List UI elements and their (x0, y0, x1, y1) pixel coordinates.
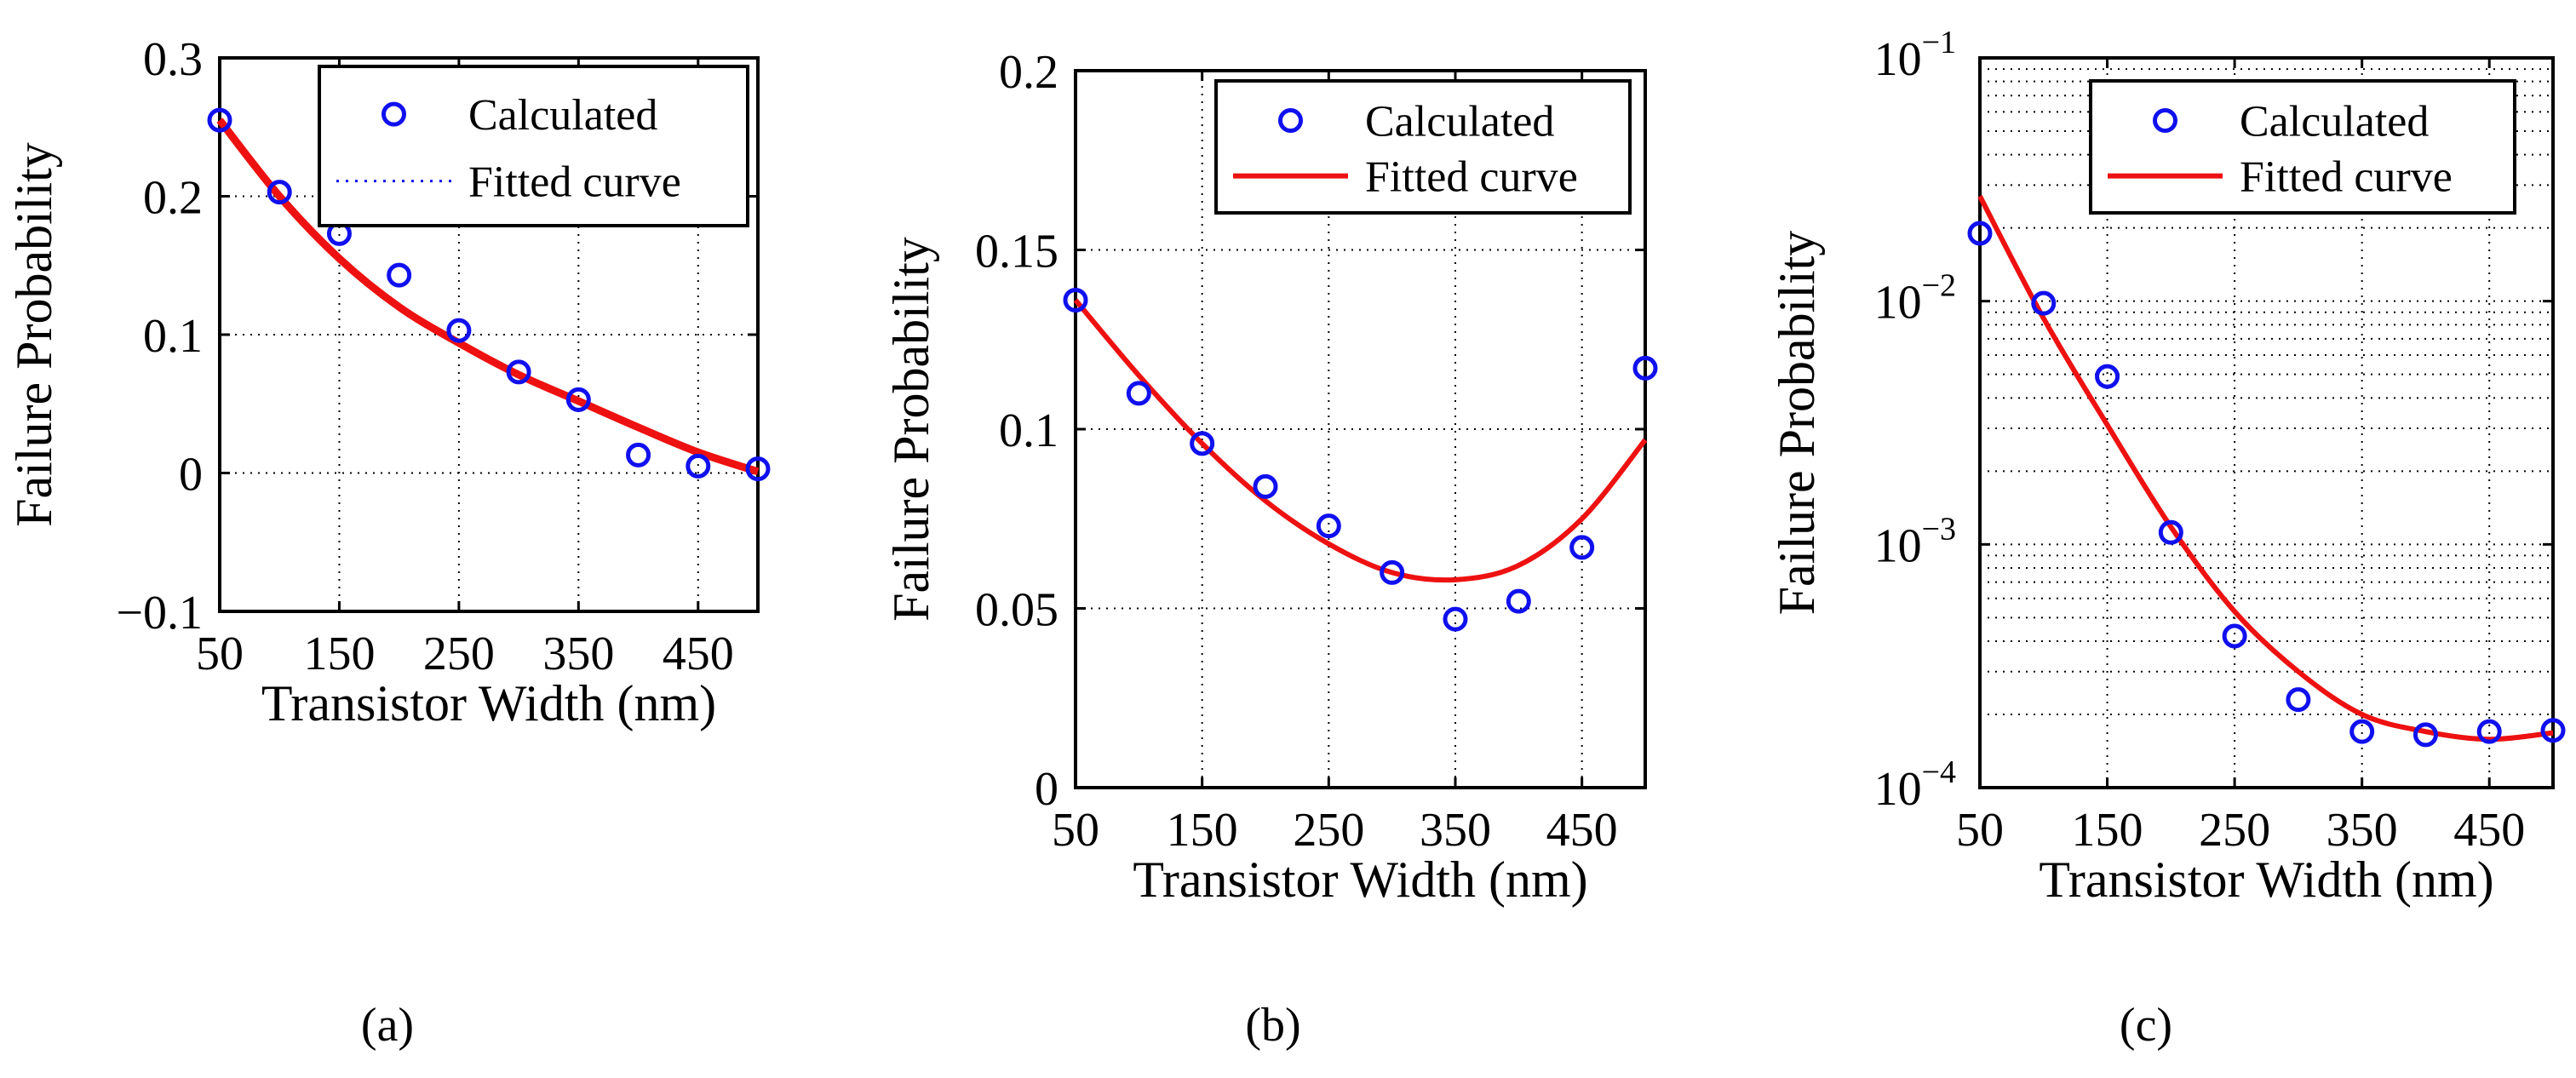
calculated-point (1569, 535, 1595, 560)
calculated-point (207, 107, 232, 133)
calculated-point (1063, 287, 1088, 313)
calculated-point (745, 456, 771, 482)
chart-panel-3: 50 150 250 350 450 10−4 10−3 10−2 10−1 Transistor… (1769, 25, 2566, 1052)
y-tick-label: 0 (179, 449, 203, 502)
y-axis-label: Failure Probability (1769, 231, 1825, 616)
calculated-point (267, 180, 292, 205)
y-axis-label: Failure Probability (6, 142, 62, 527)
calculated-point (1967, 221, 1993, 246)
calculated-point (2412, 722, 2438, 748)
x-tick-label: 350 (542, 628, 614, 680)
fitted-curve-line (1977, 195, 2554, 743)
legend-box (1214, 79, 1632, 215)
panel-label: (c) (2120, 999, 2172, 1052)
legend-marker-icon (382, 101, 406, 127)
x-axis-label: Transistor Width (nm) (261, 675, 716, 731)
y-tick-label: 0.2 (143, 172, 203, 225)
calculated-point (1316, 513, 1341, 539)
x-tick-label: 50 (1956, 804, 2004, 857)
calculated-point (1253, 473, 1278, 499)
x-tick-label: 250 (1293, 804, 1364, 857)
calculated-point (2540, 718, 2566, 743)
y-tick-label: 0.1 (999, 404, 1059, 457)
calculated-point (565, 387, 591, 412)
calculated-point (1126, 381, 1151, 406)
calculated-point (1190, 431, 1215, 456)
x-tick-label: 450 (1546, 804, 1618, 857)
calculated-point (2476, 719, 2502, 744)
y-tick-label: 10−1 (1874, 25, 1956, 86)
x-tick-label: 350 (1420, 804, 1491, 857)
legend-label: Fitted curve (2240, 153, 2453, 202)
chart-panel-2: 50 150 250 350 450 0 0.05 0.1 0.15 0.2 Transistor … (883, 46, 1658, 1052)
legend-marker-icon (1278, 108, 1303, 133)
calculated-point (506, 359, 531, 385)
x-tick-label: 250 (423, 628, 495, 680)
panel-label: (a) (361, 999, 414, 1052)
calculated-point (626, 442, 651, 467)
calculated-point (2158, 519, 2183, 545)
y-tick-label: 0.05 (975, 584, 1059, 637)
calculated-point (2286, 687, 2311, 713)
x-tick-label: 450 (663, 628, 734, 680)
y-tick-label: 0.1 (143, 310, 203, 363)
panel-label: (b) (1245, 999, 1300, 1052)
x-tick-label: 150 (303, 628, 375, 680)
calculated-point (1380, 559, 1405, 585)
chart-panel-1: 50 150 250 350 450 −0.1 0 0.1 0.2 0.3 Transistor W… (6, 33, 771, 1052)
y-tick-label: 0 (1035, 763, 1059, 816)
y-tick-label: 0.3 (143, 33, 203, 86)
y-tick-label: 0.15 (975, 226, 1059, 278)
x-tick-label: 50 (196, 628, 244, 680)
legend-label: Calculated (1365, 98, 1554, 146)
legend: Calculated Fitted curve (1214, 79, 1632, 215)
calculated-point (2349, 719, 2375, 744)
x-tick-label: 150 (2072, 804, 2143, 857)
calculated-point (446, 318, 472, 343)
calculated-point (1506, 588, 1531, 614)
x-tick-label: 250 (2199, 804, 2270, 857)
legend-label: Calculated (2240, 98, 2429, 146)
calculated-point (2031, 290, 2057, 316)
x-axis-label: Transistor Width (nm) (2039, 852, 2493, 908)
calculated-point (686, 453, 711, 479)
legend-label: Fitted curve (468, 158, 681, 207)
plot-frame (1978, 56, 2555, 789)
legend-box (2089, 79, 2516, 215)
y-tick-label: 10−2 (1874, 268, 1956, 330)
x-tick-label: 450 (2453, 804, 2525, 857)
calculated-point (2095, 364, 2120, 389)
calculated-point (1632, 355, 1658, 381)
y-tick-label: 10−4 (1874, 754, 1956, 816)
legend: Calculated Fitted curve (318, 65, 749, 227)
legend-label: Fitted curve (1365, 153, 1578, 202)
x-tick-label: 350 (2326, 804, 2398, 857)
legend: Calculated Fitted curve (2089, 79, 2516, 215)
calculated-point (1443, 606, 1468, 632)
legend-label: Calculated (468, 91, 657, 140)
calculated-point (387, 262, 412, 288)
calculated-point (2222, 623, 2247, 649)
fitted-curve-line (1073, 298, 1648, 583)
y-tick-label: −0.1 (116, 587, 203, 639)
x-axis-label: Transistor Width (nm) (1133, 852, 1587, 908)
y-axis-label: Failure Probability (883, 237, 939, 622)
y-tick-label: 0.2 (999, 46, 1059, 99)
legend-box (318, 65, 749, 227)
x-tick-label: 150 (1167, 804, 1238, 857)
fitted-curve-line (216, 118, 760, 476)
y-tick-label: 10−3 (1874, 511, 1956, 572)
x-tick-label: 50 (1052, 804, 1099, 857)
legend-marker-icon (2153, 108, 2177, 133)
